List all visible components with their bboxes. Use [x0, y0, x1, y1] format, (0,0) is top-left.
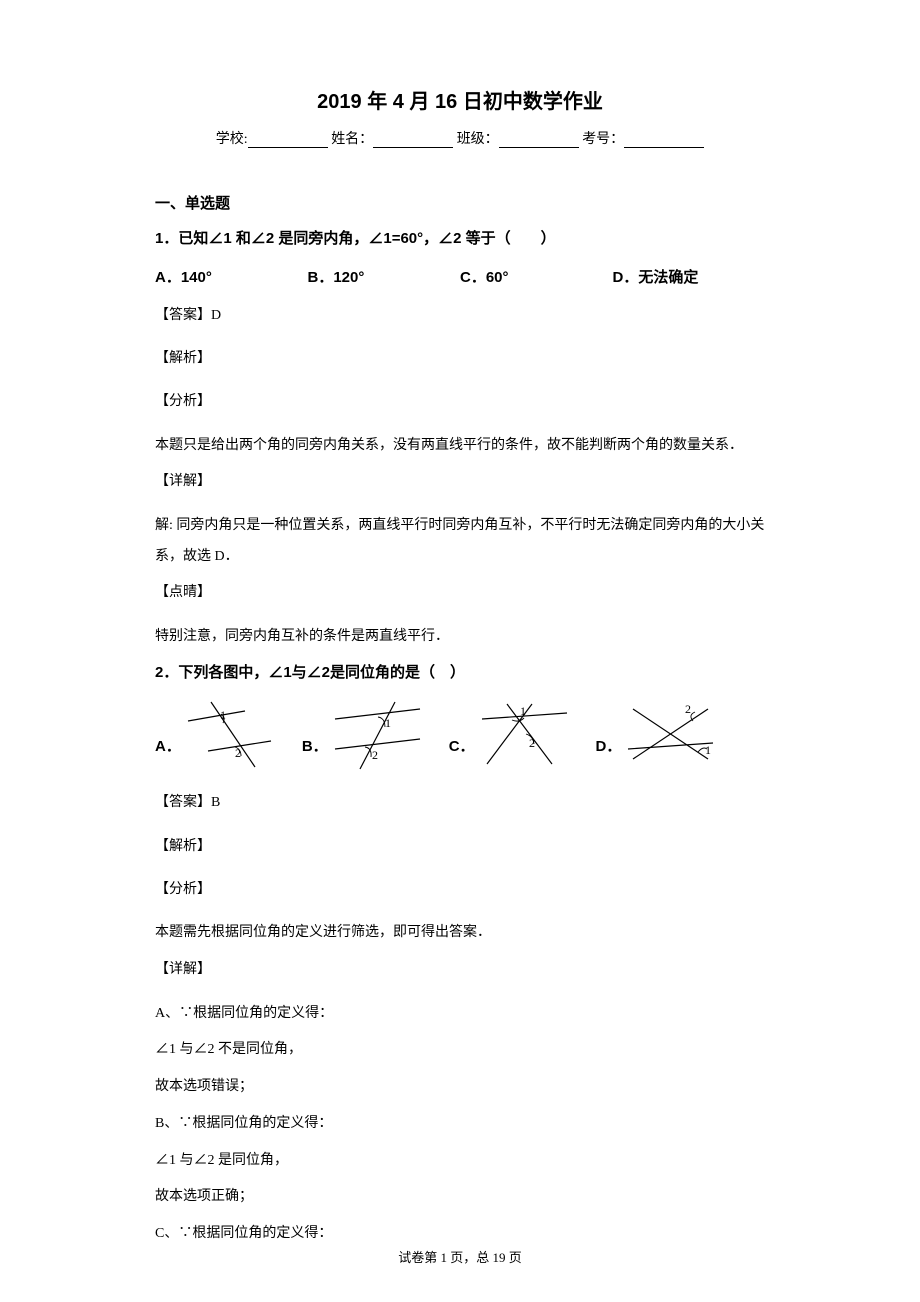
- q2-fenxi: 【分析】: [155, 875, 765, 904]
- q1-jiexi: 【解析】: [155, 344, 765, 373]
- school-label: 学校:: [216, 132, 248, 147]
- q1-options: A．140° B．120° C．60° D．无法确定: [155, 266, 765, 287]
- q2-fenxi-body: 本题需先根据同位角的定义进行筛选，即可得出答案．: [155, 918, 765, 949]
- svg-text:1: 1: [520, 704, 526, 718]
- q1-optD: D．无法确定: [613, 266, 766, 287]
- q2-optA-l1: A、∵根据同位角的定义得：: [155, 999, 765, 1030]
- svg-text:2: 2: [685, 702, 691, 716]
- class-blank: [499, 134, 579, 148]
- q1-fenxi-body: 本题只是给出两个角的同旁内角关系，没有两直线平行的条件，故不能判断两个角的数量关…: [155, 431, 765, 462]
- q2-optA-label: A．: [155, 735, 181, 774]
- q2-optB-l2: ∠1 与∠2 是同位角，: [155, 1146, 765, 1177]
- page-footer: 试卷第 1 页，总 19 页: [0, 1247, 920, 1266]
- class-label: 班级：: [457, 132, 499, 147]
- q1-text: 1．已知∠1 和∠2 是同旁内角，∠1=60°，∠2 等于（ ）: [155, 225, 765, 254]
- diagram-A: 1 2: [183, 699, 278, 774]
- q1-fenxi: 【分析】: [155, 387, 765, 416]
- q1-dianqing: 【点晴】: [155, 578, 765, 607]
- q2-optA: A． 1 2: [155, 699, 278, 774]
- q2-optB-label: B．: [302, 735, 328, 774]
- svg-text:2: 2: [372, 748, 378, 762]
- q2-optA-l3: 故本选项错误；: [155, 1072, 765, 1103]
- q1-answer: 【答案】D: [155, 301, 765, 330]
- q2-optA-l2: ∠1 与∠2 不是同位角，: [155, 1035, 765, 1066]
- q2-text: 2．下列各图中，∠1与∠2是同位角的是（ ）: [155, 659, 765, 688]
- q2-answer: 【答案】B: [155, 788, 765, 817]
- q2-optC: C． 1 2: [449, 699, 572, 774]
- name-label: 姓名：: [331, 132, 373, 147]
- q2-optB-l1: B、∵根据同位角的定义得：: [155, 1109, 765, 1140]
- student-info-line: 学校: 姓名： 班级： 考号：: [155, 128, 765, 148]
- q1-optC: C．60°: [460, 266, 613, 287]
- q1-dianqing-body: 特别注意，同旁内角互补的条件是两直线平行．: [155, 622, 765, 653]
- examno-blank: [624, 134, 704, 148]
- name-blank: [373, 134, 453, 148]
- q2-jiexi: 【解析】: [155, 832, 765, 861]
- svg-text:1: 1: [385, 716, 391, 730]
- q2-optC-l1: C、∵根据同位角的定义得：: [155, 1219, 765, 1250]
- q2-diagram-options: A． 1 2 B． 1 2 C．: [155, 699, 765, 774]
- page-title: 2019 年 4 月 16 日初中数学作业: [155, 85, 765, 114]
- q2-optD-label: D．: [596, 735, 622, 774]
- diagram-C: 1 2: [477, 699, 572, 774]
- svg-text:1: 1: [705, 743, 711, 757]
- school-blank: [248, 134, 328, 148]
- diagram-D: 2 1: [623, 699, 718, 774]
- q1-xiangjie: 【详解】: [155, 467, 765, 496]
- section-header: 一、单选题: [155, 192, 765, 213]
- diagram-B: 1 2: [330, 699, 425, 774]
- q2-optC-label: C．: [449, 735, 475, 774]
- q2-optB-l3: 故本选项正确；: [155, 1182, 765, 1213]
- examno-label: 考号：: [582, 132, 624, 147]
- q2-optD: D． 2 1: [596, 699, 719, 774]
- q1-optA: A．140°: [155, 266, 308, 287]
- q2-xiangjie: 【详解】: [155, 955, 765, 984]
- q1-optB: B．120°: [308, 266, 461, 287]
- q1-xiangjie-body: 解: 同旁内角只是一种位置关系，两直线平行时同旁内角互补，不平行时无法确定同旁内…: [155, 511, 765, 573]
- q2-optB: B． 1 2: [302, 699, 425, 774]
